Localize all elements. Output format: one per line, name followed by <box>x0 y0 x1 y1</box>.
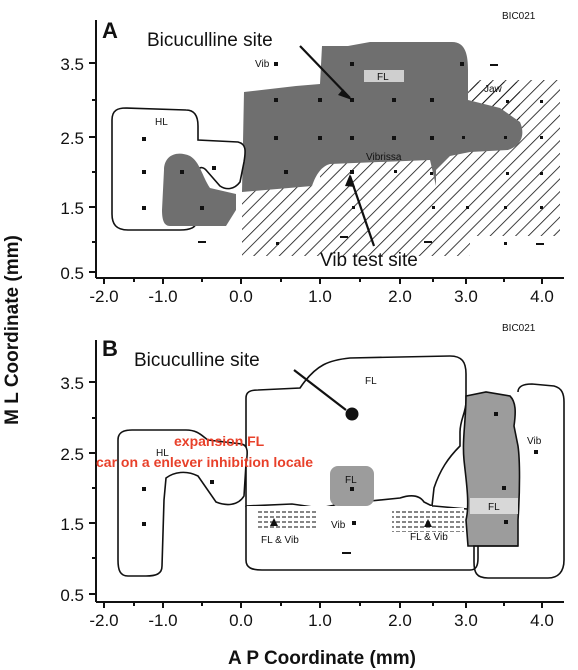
panel-a-bicuculline-arrow <box>299 45 351 99</box>
panel-a-x-tick: 1.0 <box>308 287 332 306</box>
panel-b-bicuculline-dot <box>345 407 359 421</box>
panel-b-code: BIC021 <box>502 323 536 334</box>
panel-b-y-tick: 0.5 <box>60 586 84 605</box>
annotation-line-1: expansion FL <box>174 433 265 449</box>
panel-b-y-tick: 3.5 <box>60 374 84 393</box>
annotation-line-2: car on a enlever inhibition locale <box>96 454 313 470</box>
panel-a-x-tick: 4.0 <box>530 287 554 306</box>
panel-b-hl-label: HL <box>156 448 169 459</box>
panel-b-hl-region <box>117 429 248 577</box>
panel-a-x-tick: 3.0 <box>454 287 478 306</box>
panel-b-bicuculline-label: Bicuculline site <box>134 350 260 371</box>
panel-b-x-tick: -1.0 <box>148 611 177 630</box>
panel-a-vib-test-label: Vib test site <box>320 250 418 271</box>
panel-b-letter: B <box>102 336 118 361</box>
panel-b-y-tick: 1.5 <box>60 515 84 534</box>
panel-a-fl-region <box>242 42 523 192</box>
panel-b-fl-center-label: FL <box>345 475 357 486</box>
y-axis-label: M L Coordinate (mm) <box>2 235 23 425</box>
panel-b-x-tick: 0.0 <box>229 611 253 630</box>
x-axis-label: A P Coordinate (mm) <box>228 648 416 669</box>
panel-b-vib-right-region <box>473 383 565 579</box>
panel-b-vib-center-label: Vib <box>331 520 346 531</box>
panel-a-hl-label: HL <box>155 117 168 128</box>
panel-a-jaw-label: Jaw <box>484 84 503 95</box>
panel-b-vib-right-label: Vib <box>527 436 542 447</box>
panel-b-x-tick: -2.0 <box>89 611 118 630</box>
panel-b-y-tick: 2.5 <box>60 445 84 464</box>
panel-a-y-tick: 0.5 <box>60 264 84 283</box>
panel-b-fl-vib-right-label: FL & Vib <box>410 532 448 543</box>
panel-a-letter: A <box>102 18 118 43</box>
panel-a-y-tick: 2.5 <box>60 129 84 148</box>
panel-a-x-tick: 0.0 <box>229 287 253 306</box>
panel-b-x-tick: 1.0 <box>308 611 332 630</box>
panel-b-fl-top-label: FL <box>365 376 377 387</box>
panel-b-x-tick: 3.0 <box>454 611 478 630</box>
panel-a-y-tick: 3.5 <box>60 55 84 74</box>
panel-a-x-tick: 2.0 <box>388 287 412 306</box>
panel-b-fl-vib-left-pattern <box>256 508 318 528</box>
panel-a-bicuculline-label: Bicuculline site <box>147 30 273 51</box>
panel-a-vib-test-arrow <box>348 175 376 247</box>
panel-b-x-tick: 4.0 <box>530 611 554 630</box>
panel-b-bicuculline-arrow <box>293 369 347 411</box>
panel-b-fl-vib-left-label: FL & Vib <box>261 535 299 546</box>
panel-a-x-tick: -2.0 <box>89 287 118 306</box>
panel-b-fl-right-label: FL <box>488 502 500 513</box>
panel-a-fl-box <box>364 70 404 82</box>
panel-a-vib-label: Vib <box>255 59 270 70</box>
panel-a-fl-label: FL <box>377 72 389 83</box>
panel-b-x-tick: 2.0 <box>388 611 412 630</box>
panel-b-fl-center-gray <box>330 466 374 506</box>
panel-b: B BIC021 Bicuculline site FL HL FL Vib F… <box>60 323 565 630</box>
panel-b-right-gray <box>462 391 521 547</box>
panel-a-vibrissa-label: Vibrissa <box>366 152 402 163</box>
panel-a-x-tick: -1.0 <box>148 287 177 306</box>
panel-a-code: BIC021 <box>502 11 536 22</box>
panel-a-y-tick: 1.5 <box>60 199 84 218</box>
panel-a: A BIC021 Bicuculline site Vib test site … <box>60 11 564 306</box>
panel-b-fl-right-box <box>470 498 518 514</box>
